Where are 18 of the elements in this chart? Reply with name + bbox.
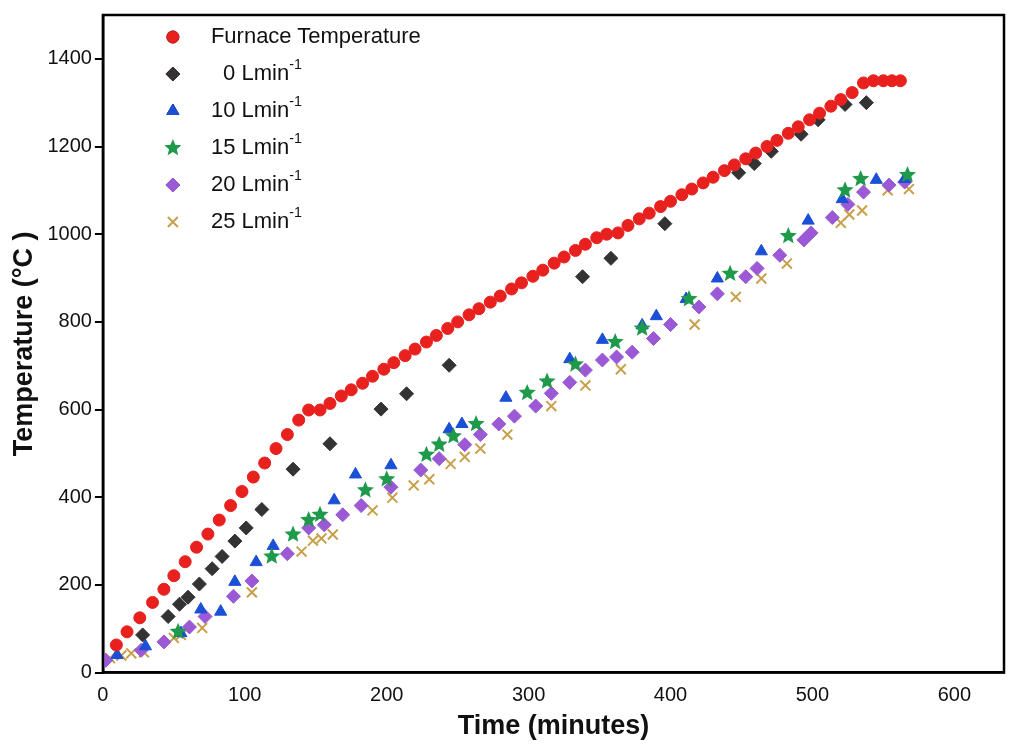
y-axis-title: Temperature (°C )	[7, 231, 38, 457]
y-tick-label: 600	[58, 397, 92, 420]
y-tick-label: 1400	[47, 46, 92, 69]
x-tick-label: 400	[653, 683, 688, 706]
x-tick-label: 0	[97, 683, 109, 706]
y-tick-label: 1000	[47, 221, 92, 244]
y-tick-label: 400	[58, 484, 92, 507]
y-tick-label: 800	[58, 309, 92, 332]
x-tick-label: 200	[370, 683, 404, 706]
y-tick-label: 200	[58, 572, 92, 595]
legend-label: Furnace Temperature	[210, 23, 421, 49]
x-tick-label: 500	[795, 683, 830, 706]
x-tick-label: 100	[228, 683, 262, 706]
y-tick-label: 1200	[47, 134, 92, 157]
x-tick-label: 300	[511, 683, 546, 706]
x-tick-label: 600	[937, 683, 972, 706]
x-axis-title: Time (minutes)	[457, 710, 650, 741]
y-tick-label: 0	[80, 660, 92, 683]
